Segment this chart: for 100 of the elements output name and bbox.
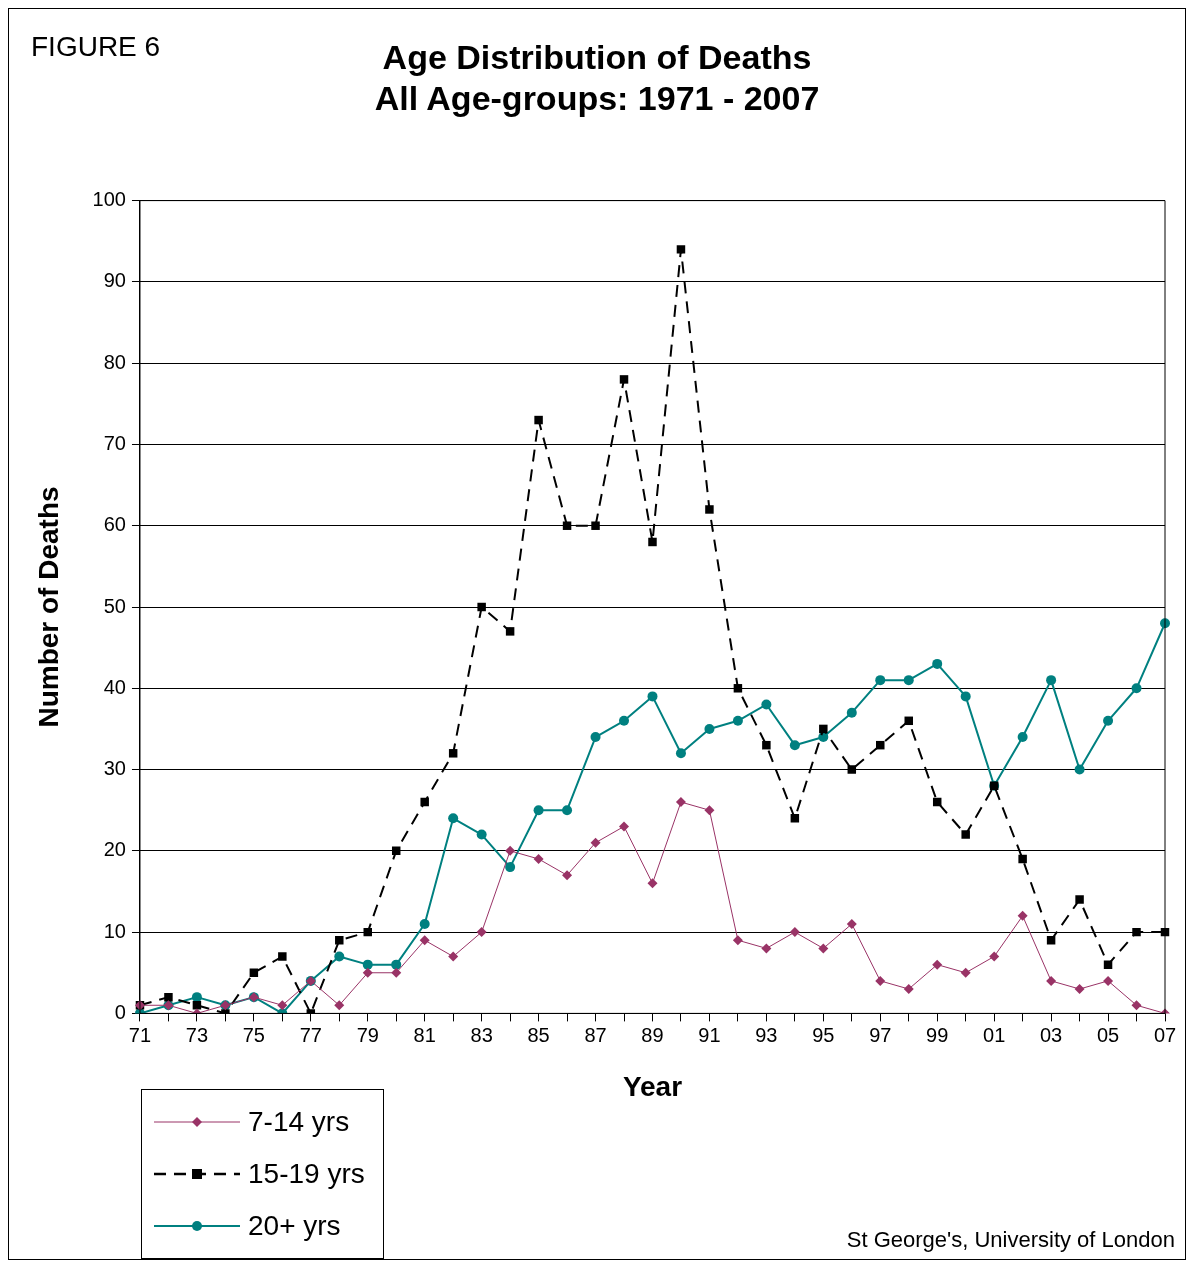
y-tick-label: 70 [103,431,126,454]
point [675,748,686,759]
x-tick-label: 99 [926,1023,949,1046]
point [875,975,886,986]
y-tick-label: 30 [103,757,126,780]
x-tick-label: 91 [698,1023,721,1046]
point [1103,975,1114,986]
point [733,684,743,693]
point [448,813,459,824]
x-tick-label: 83 [470,1023,493,1046]
legend-label: 15-19 yrs [248,1158,365,1190]
x-tick-label: 87 [584,1023,607,1046]
point [1131,683,1142,694]
point [420,797,429,807]
x-tick-label: 07 [1153,1023,1177,1046]
point [1103,715,1114,726]
x-tick-label: 81 [413,1023,436,1046]
point [1075,895,1084,904]
x-tick-label: 95 [812,1023,835,1046]
point [1103,960,1113,969]
point [1131,1000,1142,1011]
y-tick-label: 40 [103,675,126,698]
point [619,821,630,832]
point [875,675,886,686]
point [903,675,914,686]
point [1046,675,1057,686]
point [448,749,458,758]
text: St George's, University of London [846,1227,1175,1253]
point [477,602,486,612]
x-tick-label: 05 [1096,1023,1120,1046]
point [732,715,743,726]
point [819,724,828,734]
y-tick-label: 0 [114,1000,126,1023]
point [960,967,971,978]
point [448,951,459,962]
x-tick-label: 85 [527,1023,550,1046]
y-tick-label: 10 [103,919,126,942]
chart-title: Age Distribution of Deaths All Age-groups: 1971 - 2007 [374,37,820,117]
point [277,1000,288,1011]
y-tick-label: 20 [103,838,126,861]
point [789,927,800,938]
point [675,797,686,808]
point [534,415,543,425]
point [619,375,629,384]
point [562,805,573,816]
point [334,951,345,962]
point [876,740,885,750]
point [362,967,373,978]
point [1018,854,1027,864]
point [1132,927,1141,937]
point [505,627,515,636]
x-tick-label: 97 [869,1023,892,1046]
point [789,740,800,751]
point [1017,910,1028,921]
point [562,870,573,881]
legend-label: 20+ yrs [248,1210,341,1242]
point [192,1001,202,1010]
point [846,918,857,929]
point [648,537,657,547]
point [278,952,287,961]
y-tick-label: 100 [92,188,126,211]
point [562,521,572,530]
point [761,943,772,954]
point [476,927,487,938]
point [335,936,344,945]
point [533,805,544,816]
point [846,707,857,718]
x-tick-label: 73 [185,1023,209,1046]
point [619,715,630,726]
point [732,935,743,946]
point [1017,732,1028,743]
point [505,862,516,873]
point [705,505,714,514]
legend-label: 7-14 yrs [248,1106,350,1138]
x-tick-label: 71 [128,1023,152,1046]
x-tick-label: 75 [242,1023,265,1046]
point [505,845,516,856]
x-tick-label: 79 [356,1023,379,1046]
point [533,853,544,864]
point [847,765,857,774]
y-axis-title: Number of Deaths [32,486,64,728]
point [362,959,373,970]
point [818,943,829,954]
x-axis-title: Year [622,1070,683,1102]
point [960,691,971,702]
point [989,951,1000,962]
x-tick-label: 93 [755,1023,778,1046]
y-tick-label: 80 [103,350,126,373]
point [334,1000,345,1011]
point [647,691,658,702]
x-tick-label: 03 [1039,1023,1063,1046]
point [762,740,771,750]
point [761,699,772,710]
point [1074,984,1085,995]
caption: FIGURE 6 [31,31,161,63]
point [676,245,686,254]
point [476,829,487,840]
y-tick-label: 90 [103,269,126,292]
point [704,805,715,816]
x-tick-label: 89 [641,1023,664,1046]
